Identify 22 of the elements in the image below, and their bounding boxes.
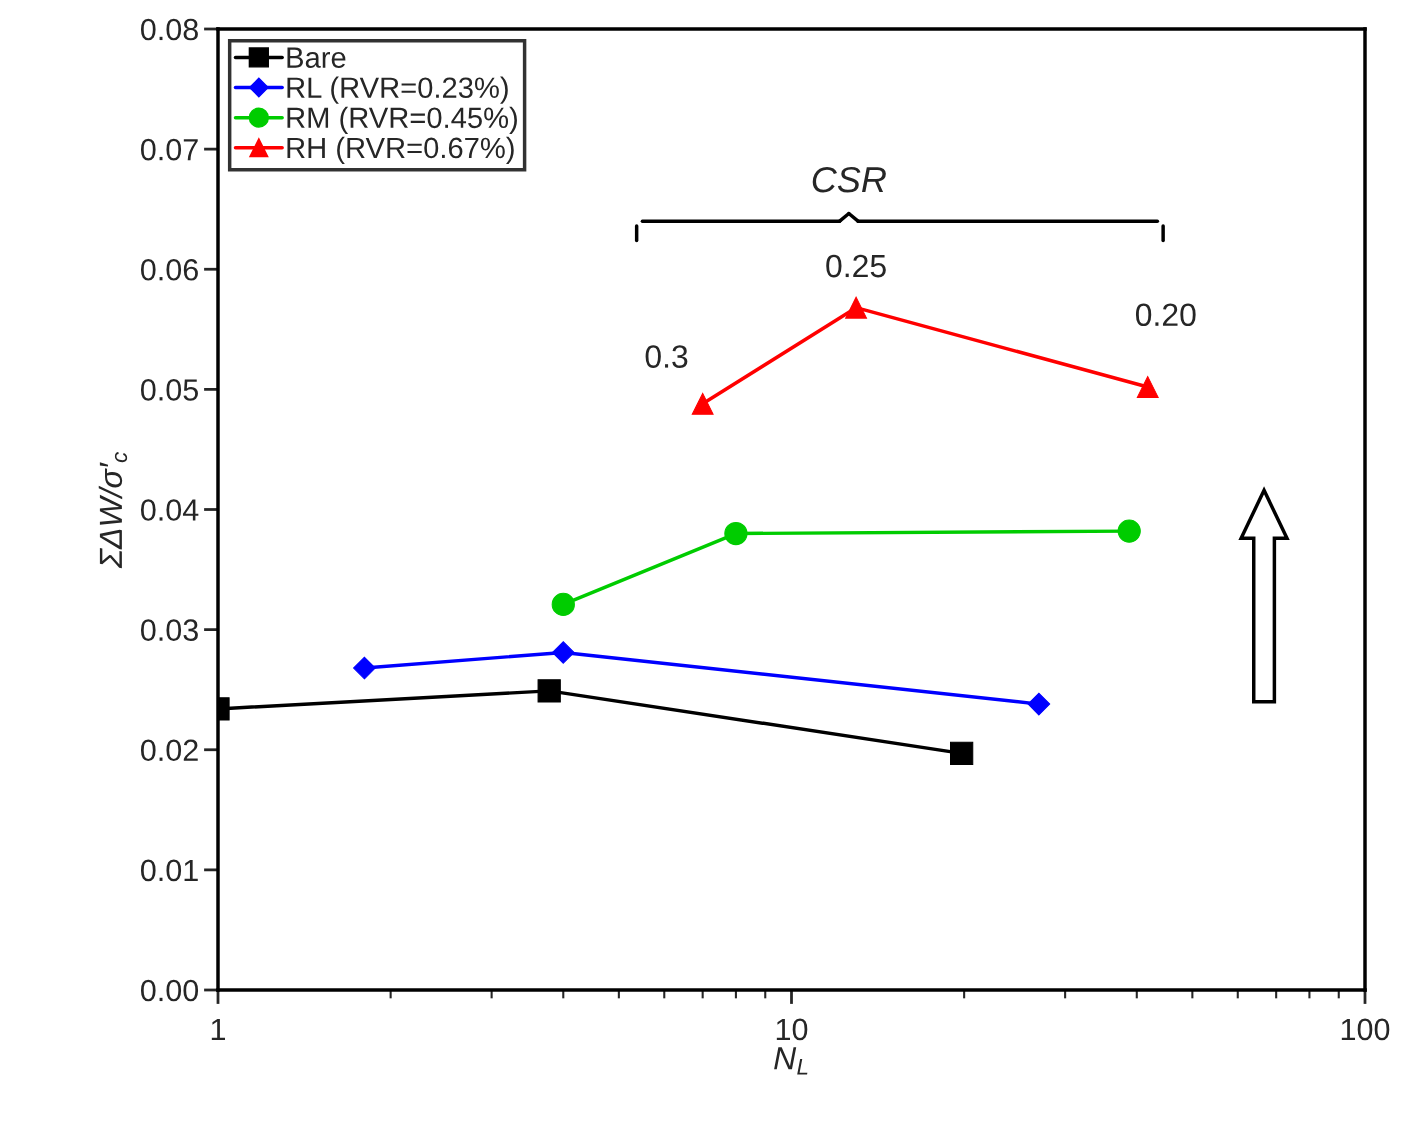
x-tick-label: 100	[1341, 1018, 1390, 1041]
y-axis-title: ΣΔW/σ′$_{c}$	[98, 452, 128, 569]
y-tick-label: 0.00	[140, 979, 199, 1002]
legend-label: Bare	[287, 47, 346, 68]
y-tick-label: 0.02	[140, 739, 198, 762]
annotation: 0.20	[1135, 303, 1196, 327]
y-tick-label: 0.01	[140, 859, 198, 882]
annotation: CSR	[812, 166, 886, 193]
y-tick-label: 0.04	[140, 499, 199, 521]
y-tick-label: 0.05	[140, 379, 198, 401]
annotation: 0.25	[826, 254, 886, 278]
x-tick-label: 1	[211, 1018, 226, 1040]
y-tick-label: 0.08	[140, 18, 198, 41]
legend-label: RL (RVR=0.23%)	[287, 76, 508, 104]
annotation: 0.3	[645, 345, 688, 368]
x-tick-label: 10	[776, 1018, 808, 1041]
y-tick-label: 0.07	[140, 138, 198, 161]
y-tick-label: 0.06	[140, 258, 198, 281]
x-axis-title: N$_{L}$	[774, 1047, 808, 1075]
legend-label: RH (RVR=0.67%)	[287, 136, 514, 164]
legend-label: RM (RVR=0.45%)	[287, 106, 517, 134]
y-tick-label: 0.03	[140, 619, 198, 641]
